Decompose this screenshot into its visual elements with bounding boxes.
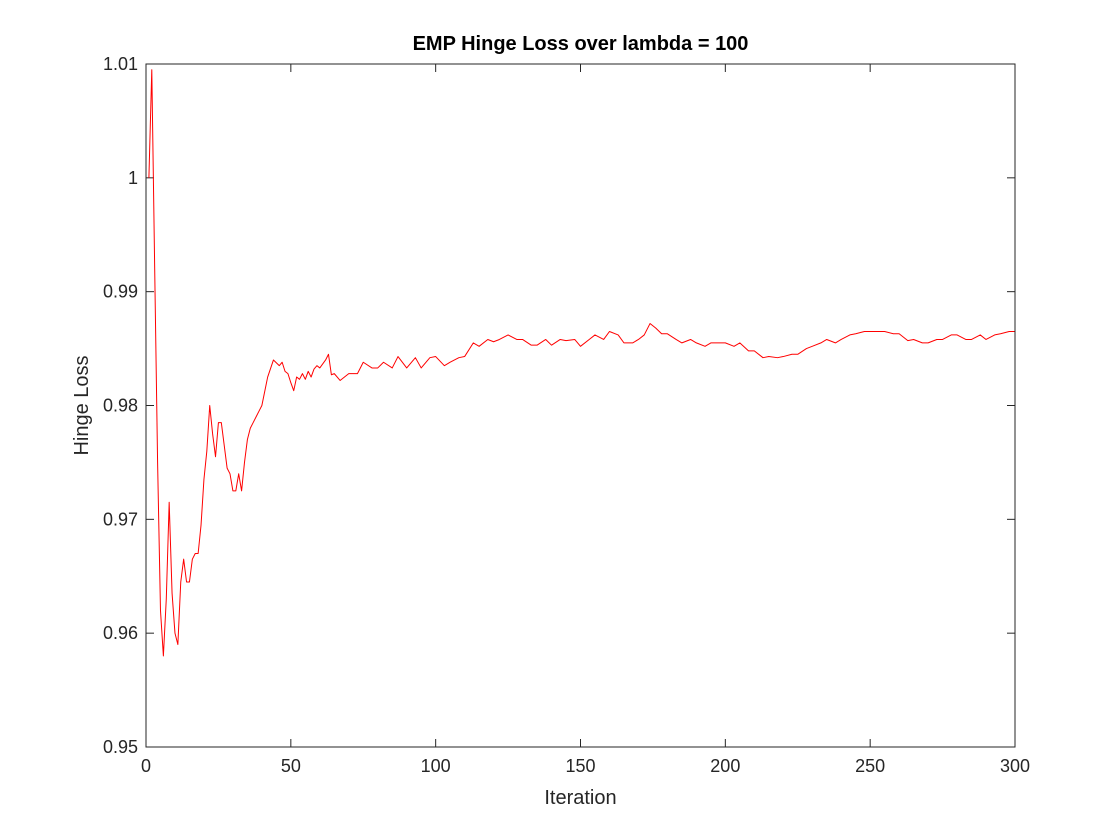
y-tick-label: 1 [128, 168, 138, 188]
labels-layer: EMP Hinge Loss over lambda = 100 Iterati… [71, 33, 748, 809]
x-tick-label: 50 [281, 756, 301, 776]
y-axis-label: Hinge Loss [71, 355, 93, 455]
y-tick-label: 0.96 [103, 623, 138, 643]
plot-axes-box [145, 63, 1016, 748]
x-tick-label: 100 [421, 756, 451, 776]
ticks-layer: 0 50 100 150 200 250 300 0.95 0.96 0.97 0.98 0.99 1 1… [103, 54, 1030, 776]
x-tick-label: 150 [565, 756, 595, 776]
y-tick-label: 0.99 [103, 282, 138, 302]
y-tick-label: 0.97 [103, 509, 138, 529]
x-tick-label: 200 [710, 756, 740, 776]
series-layer [148, 69, 1015, 657]
x-tick-label: 300 [1000, 756, 1030, 776]
y-tick-label: 1.01 [103, 54, 138, 74]
y-tick-label: 0.98 [103, 396, 138, 416]
series-line [148, 69, 1015, 657]
x-tick-label: 0 [141, 756, 151, 776]
chart-title: EMP Hinge Loss over lambda = 100 [413, 33, 749, 55]
x-tick-label: 250 [855, 756, 885, 776]
y-tick-label: 0.95 [103, 737, 138, 757]
x-axis-label: Iteration [544, 787, 616, 809]
